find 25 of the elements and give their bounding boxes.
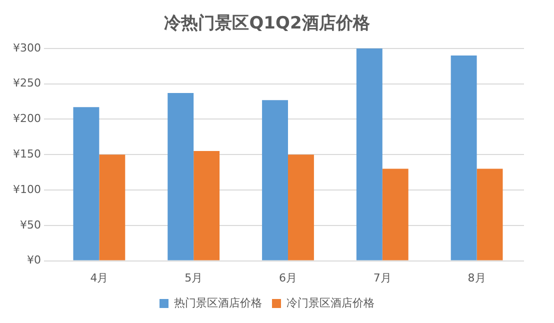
bar <box>450 55 477 260</box>
y-tick-label: ¥250 <box>12 76 41 90</box>
x-tick-label: 8月 <box>468 271 486 284</box>
bar <box>194 151 220 260</box>
legend-label: 冷门景区酒店价格 <box>286 296 374 310</box>
x-tick-label: 5月 <box>184 271 203 284</box>
y-tick-label: ¥50 <box>20 218 41 232</box>
y-tick-label: ¥0 <box>26 254 41 267</box>
y-tick-label: ¥200 <box>12 112 41 126</box>
bar <box>382 168 408 260</box>
x-tick-label: 7月 <box>373 271 392 284</box>
x-tick-label: 6月 <box>278 271 297 284</box>
y-tick-label: ¥100 <box>12 182 41 196</box>
bar <box>262 100 288 260</box>
bar <box>356 48 382 260</box>
bar <box>73 107 100 260</box>
legend-label: 热门景区酒店价格 <box>174 296 262 310</box>
x-tick-label: 4月 <box>90 271 108 284</box>
y-tick-label: ¥150 <box>12 147 41 160</box>
bar <box>476 168 503 260</box>
chart-title: 冷热门景区Q1Q2酒店价格 <box>164 14 371 34</box>
y-tick-label: ¥300 <box>12 41 41 54</box>
bar <box>288 154 314 260</box>
bar <box>168 93 194 260</box>
bar <box>99 154 126 260</box>
